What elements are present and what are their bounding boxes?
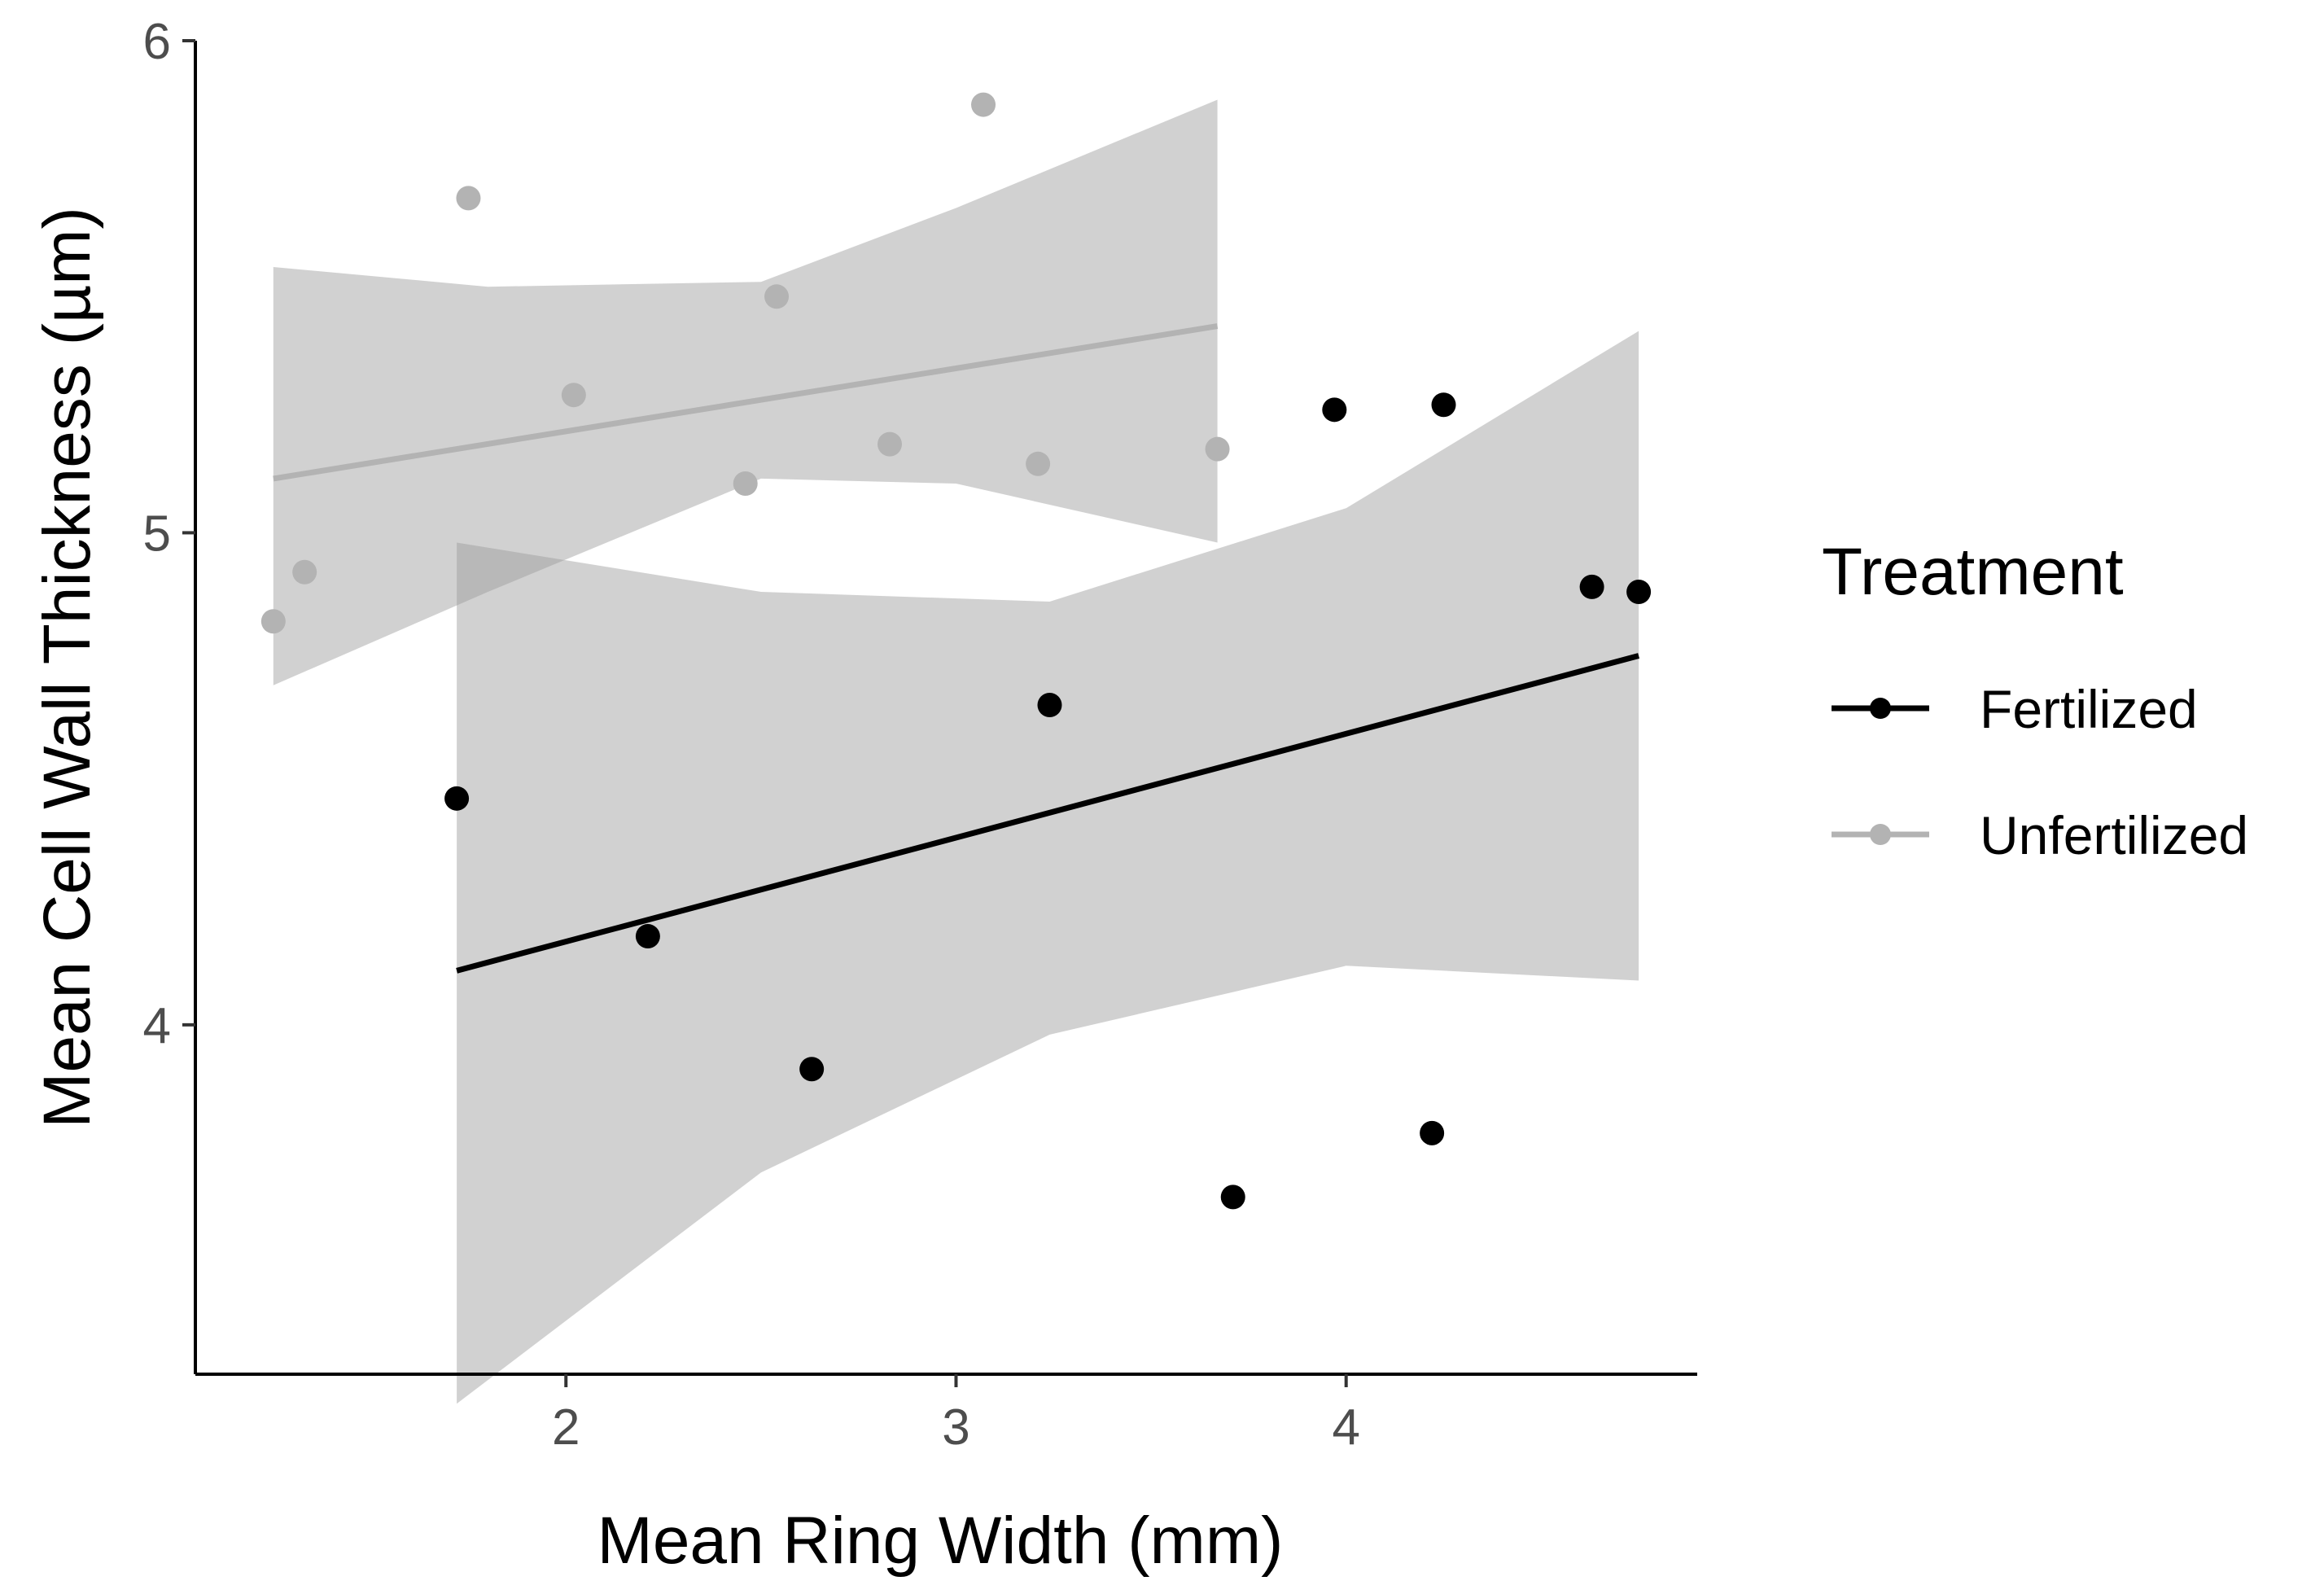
- x-tick-label-3: 3: [942, 1399, 969, 1456]
- fit-line-fertilized: [456, 653, 1640, 974]
- legend-key-fertilized-dot: [1870, 698, 1891, 719]
- point-unfertilized-9: [1205, 436, 1230, 462]
- point-fertilized-9: [1626, 579, 1652, 604]
- y-tick-label-5: 5: [143, 506, 171, 562]
- legend-label-fertilized: Fertilized: [1980, 679, 2198, 739]
- point-unfertilized-7: [971, 92, 996, 117]
- data-points: [260, 92, 1652, 1210]
- point-unfertilized-8: [1026, 451, 1051, 476]
- point-fertilized-8: [1579, 574, 1604, 599]
- point-unfertilized-6: [878, 431, 903, 457]
- ci-band-fertilized: [457, 331, 1639, 1404]
- point-unfertilized-0: [260, 609, 286, 634]
- fit-lines: [273, 323, 1640, 974]
- y-tick-label-6: 6: [143, 14, 171, 70]
- legend-key-unfertilized-dot: [1870, 824, 1891, 845]
- point-unfertilized-3: [561, 383, 586, 408]
- point-fertilized-7: [1431, 392, 1456, 418]
- point-fertilized-3: [1037, 692, 1062, 717]
- point-fertilized-1: [635, 924, 660, 949]
- legend-title: Treatment: [1822, 535, 2124, 609]
- point-fertilized-6: [1420, 1120, 1445, 1145]
- y-tick-label-4: 4: [143, 998, 171, 1054]
- ci-band-unfertilized: [273, 99, 1218, 685]
- point-unfertilized-4: [733, 471, 758, 496]
- point-unfertilized-2: [456, 186, 481, 211]
- legend-label-unfertilized: Unfertilized: [1980, 805, 2248, 865]
- x-axis-title: Mean Ring Width (mm): [597, 1504, 1284, 1578]
- point-unfertilized-5: [764, 284, 790, 309]
- y-axis-title: Mean Cell Wall Thickness (µm): [30, 207, 104, 1128]
- fit-line-unfertilized: [273, 323, 1219, 482]
- x-tick-label-2: 2: [552, 1399, 580, 1456]
- point-fertilized-0: [444, 786, 470, 811]
- legend: Treatment Fertilized Unfertilized: [1822, 535, 2248, 865]
- point-fertilized-5: [1322, 397, 1347, 423]
- x-tick-label-4: 4: [1332, 1399, 1359, 1456]
- axes: 2 3 4 4 5 6: [143, 14, 1697, 1456]
- confidence-bands: [273, 99, 1639, 1404]
- point-fertilized-2: [799, 1057, 825, 1082]
- point-unfertilized-1: [292, 559, 317, 585]
- point-fertilized-4: [1220, 1185, 1245, 1210]
